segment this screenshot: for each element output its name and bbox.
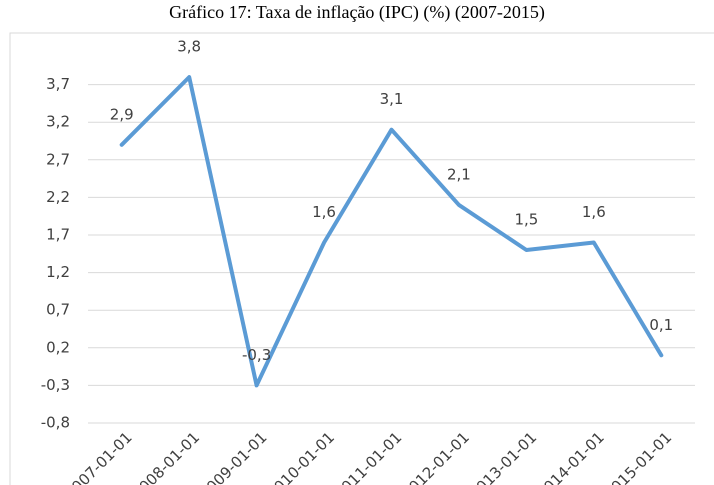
- chart-title: Gráfico 17: Taxa de inflação (IPC) (%) (…: [169, 2, 545, 23]
- y-tick-label: 0,2: [46, 338, 70, 356]
- data-label: 1,6: [582, 203, 606, 221]
- x-tick-label: 2014-01-01: [533, 428, 607, 485]
- y-tick-label: 2,7: [46, 150, 70, 168]
- data-label: 3,8: [177, 38, 201, 56]
- data-label: 1,6: [312, 203, 336, 221]
- data-label: 2,9: [110, 105, 134, 123]
- data-label: 0,1: [649, 316, 673, 334]
- data-line: [119, 75, 664, 388]
- y-tick-label: -0,3: [41, 376, 70, 394]
- y-tick-label: -0,8: [41, 414, 70, 432]
- y-tick-label: 0,7: [46, 301, 70, 319]
- x-tick-label: 2008-01-01: [129, 428, 203, 485]
- y-tick-label: 1,2: [46, 263, 70, 281]
- x-tick-label: 2009-01-01: [196, 428, 270, 485]
- data-label: 3,1: [380, 90, 404, 108]
- data-label: 1,5: [514, 211, 538, 229]
- x-tick-label: 2015-01-01: [601, 428, 675, 485]
- x-tick-label: 2011-01-01: [331, 428, 405, 485]
- x-tick-label: 2010-01-01: [264, 428, 338, 485]
- y-tick-label: 2,2: [46, 188, 70, 206]
- data-label: -0,3: [242, 346, 271, 364]
- data-label: 2,1: [447, 165, 471, 183]
- y-tick-label: 1,7: [46, 226, 70, 244]
- x-tick-label: 2007-01-01: [61, 428, 135, 485]
- chart-frame: [9, 32, 714, 485]
- x-tick-label: 2012-01-01: [399, 428, 473, 485]
- x-tick-label: 2013-01-01: [466, 428, 540, 485]
- y-tick-label: 3,7: [46, 75, 70, 93]
- y-tick-label: 3,2: [46, 113, 70, 131]
